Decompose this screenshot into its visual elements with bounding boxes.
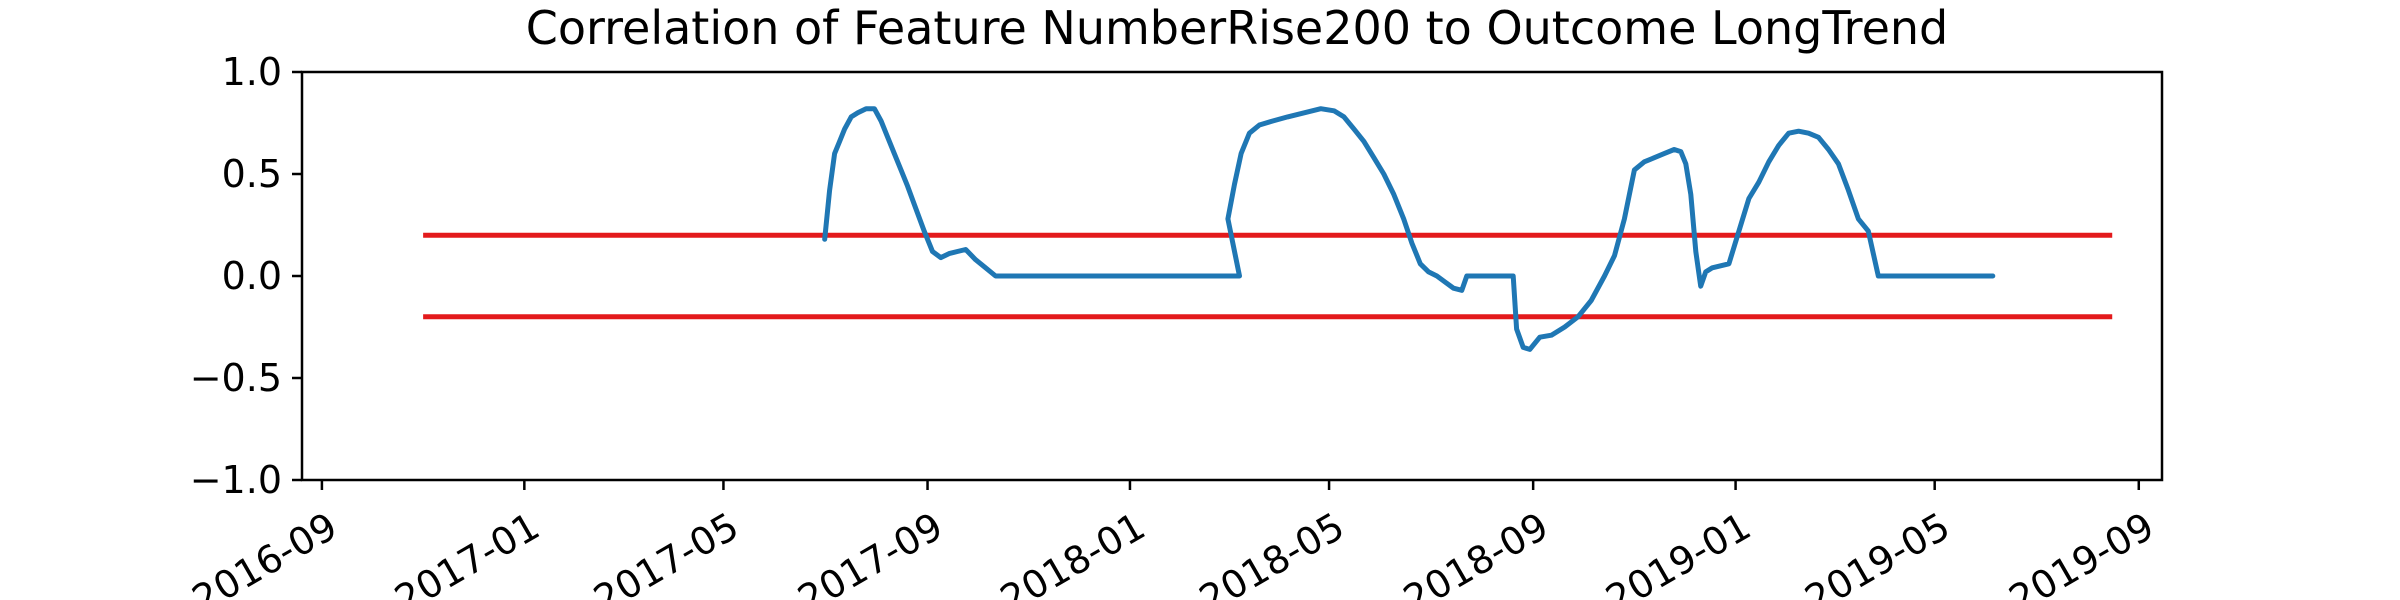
- y-tick-label: 0.0: [222, 254, 282, 298]
- y-tick-label: 0.5: [222, 152, 282, 196]
- y-tick-label: −1.0: [190, 458, 282, 502]
- x-tick-label: 2017-05: [586, 504, 746, 600]
- x-tick-label: 2018-01: [993, 504, 1153, 600]
- x-tick-label: 2018-09: [1396, 504, 1556, 600]
- x-tick-label: 2019-01: [1599, 504, 1759, 600]
- chart-title: Correlation of Feature NumberRise200 to …: [526, 1, 1948, 55]
- x-tick-label: 2017-01: [387, 504, 547, 600]
- x-tick-label: 2018-05: [1192, 504, 1352, 600]
- series-line-1: [822, 106, 1996, 352]
- x-tick-label: 2017-09: [791, 504, 951, 600]
- y-axis: 1.0 0.5 0.0 −0.5 −1.0: [190, 50, 302, 502]
- plot-area: [423, 106, 2113, 352]
- y-tick-label: 1.0: [222, 50, 282, 94]
- x-axis: 2016-09 2017-01 2017-05 2017-09 2018-01 2018-…: [185, 480, 2161, 600]
- x-tick-label: 2019-09: [2002, 504, 2162, 600]
- x-tick-label: 2016-09: [185, 504, 345, 600]
- x-tick-label: 2019-05: [1798, 504, 1958, 600]
- y-tick-label: −0.5: [190, 356, 282, 400]
